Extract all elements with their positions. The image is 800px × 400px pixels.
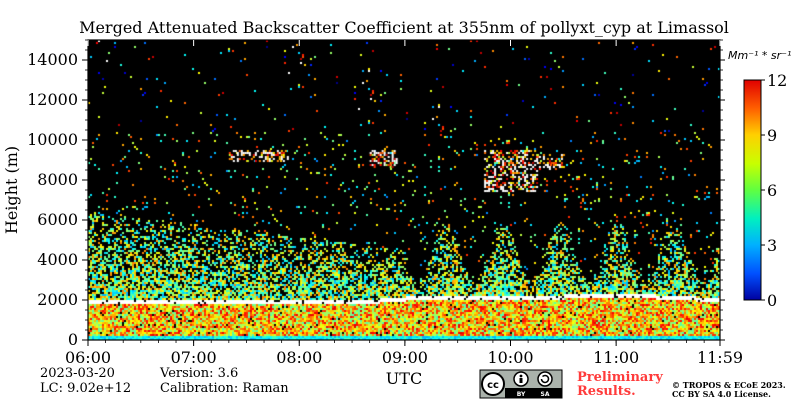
sa-icon [537, 371, 553, 387]
y-tick-label: 6000 [37, 210, 78, 229]
colorbar-tick-label: 9 [767, 126, 777, 145]
colorbar-tick-label: 12 [767, 71, 787, 90]
colorbar-gradient [743, 79, 762, 301]
colorbar: Mm⁻¹ * sr⁻¹ 0 3 6 9 12 [728, 49, 791, 310]
footer-version: Version: 3.6 [159, 366, 238, 381]
footer-date: 2023-03-20 [40, 366, 115, 381]
copyright-line-2: CC BY SA 4.0 License. [672, 389, 771, 399]
svg-text:SA: SA [541, 391, 550, 398]
colorbar-tick-label: 6 [767, 181, 777, 200]
svg-text:BY: BY [517, 391, 526, 398]
y-tick-label: 2000 [37, 290, 78, 309]
colorbar-unit: Mm⁻¹ * sr⁻¹ [728, 49, 791, 62]
svg-text:cc: cc [487, 380, 499, 391]
x-axis-label: UTC [386, 369, 422, 388]
y-tick-label: 12000 [27, 90, 78, 109]
x-axis: 06:00 07:00 08:00 09:00 10:00 11:00 11:59 [65, 40, 743, 367]
x-tick-label: 11:59 [697, 348, 743, 367]
footer-calibration: Calibration: Raman [160, 381, 289, 396]
y-tick-label: 8000 [37, 170, 78, 189]
copyright-line-1: © TROPOS & ECoE 2023. [672, 380, 786, 390]
y-tick-label: 10000 [27, 130, 78, 149]
x-tick-label: 08:00 [276, 348, 322, 367]
colorbar-tick-label: 3 [767, 236, 777, 255]
x-tick-label: 07:00 [171, 348, 217, 367]
cc-by-sa-badge: cc BY SA [479, 369, 563, 399]
y-tick-label: 14000 [27, 50, 78, 69]
y-tick-label: 0 [68, 330, 78, 349]
x-tick-label: 06:00 [65, 348, 111, 367]
x-tick-label: 10:00 [487, 348, 533, 367]
preliminary-label-2: Results. [577, 384, 636, 399]
x-tick-label: 09:00 [382, 348, 428, 367]
cc-icon [481, 372, 505, 396]
footer-lidar-constant: LC: 9.02e+12 [40, 381, 131, 396]
chart-title: Merged Attenuated Backscatter Coefficien… [79, 18, 729, 37]
colorbar-ticks: 0 3 6 9 12 [761, 71, 787, 310]
y-axis-label: Height (m) [2, 146, 21, 234]
plot-area [87, 39, 721, 341]
footer: 2023-03-20 LC: 9.02e+12 Version: 3.6 Cal… [40, 366, 786, 399]
preliminary-label-1: Preliminary [577, 370, 663, 385]
colorbar-tick-label: 0 [767, 291, 777, 310]
x-tick-label: 11:00 [593, 348, 639, 367]
heatmap-canvas-wrap [88, 40, 720, 340]
y-axis: 0 2000 4000 6000 8000 10000 12000 14000 [27, 39, 725, 349]
y-tick-label: 4000 [37, 250, 78, 269]
heatmap-canvas [88, 40, 720, 340]
